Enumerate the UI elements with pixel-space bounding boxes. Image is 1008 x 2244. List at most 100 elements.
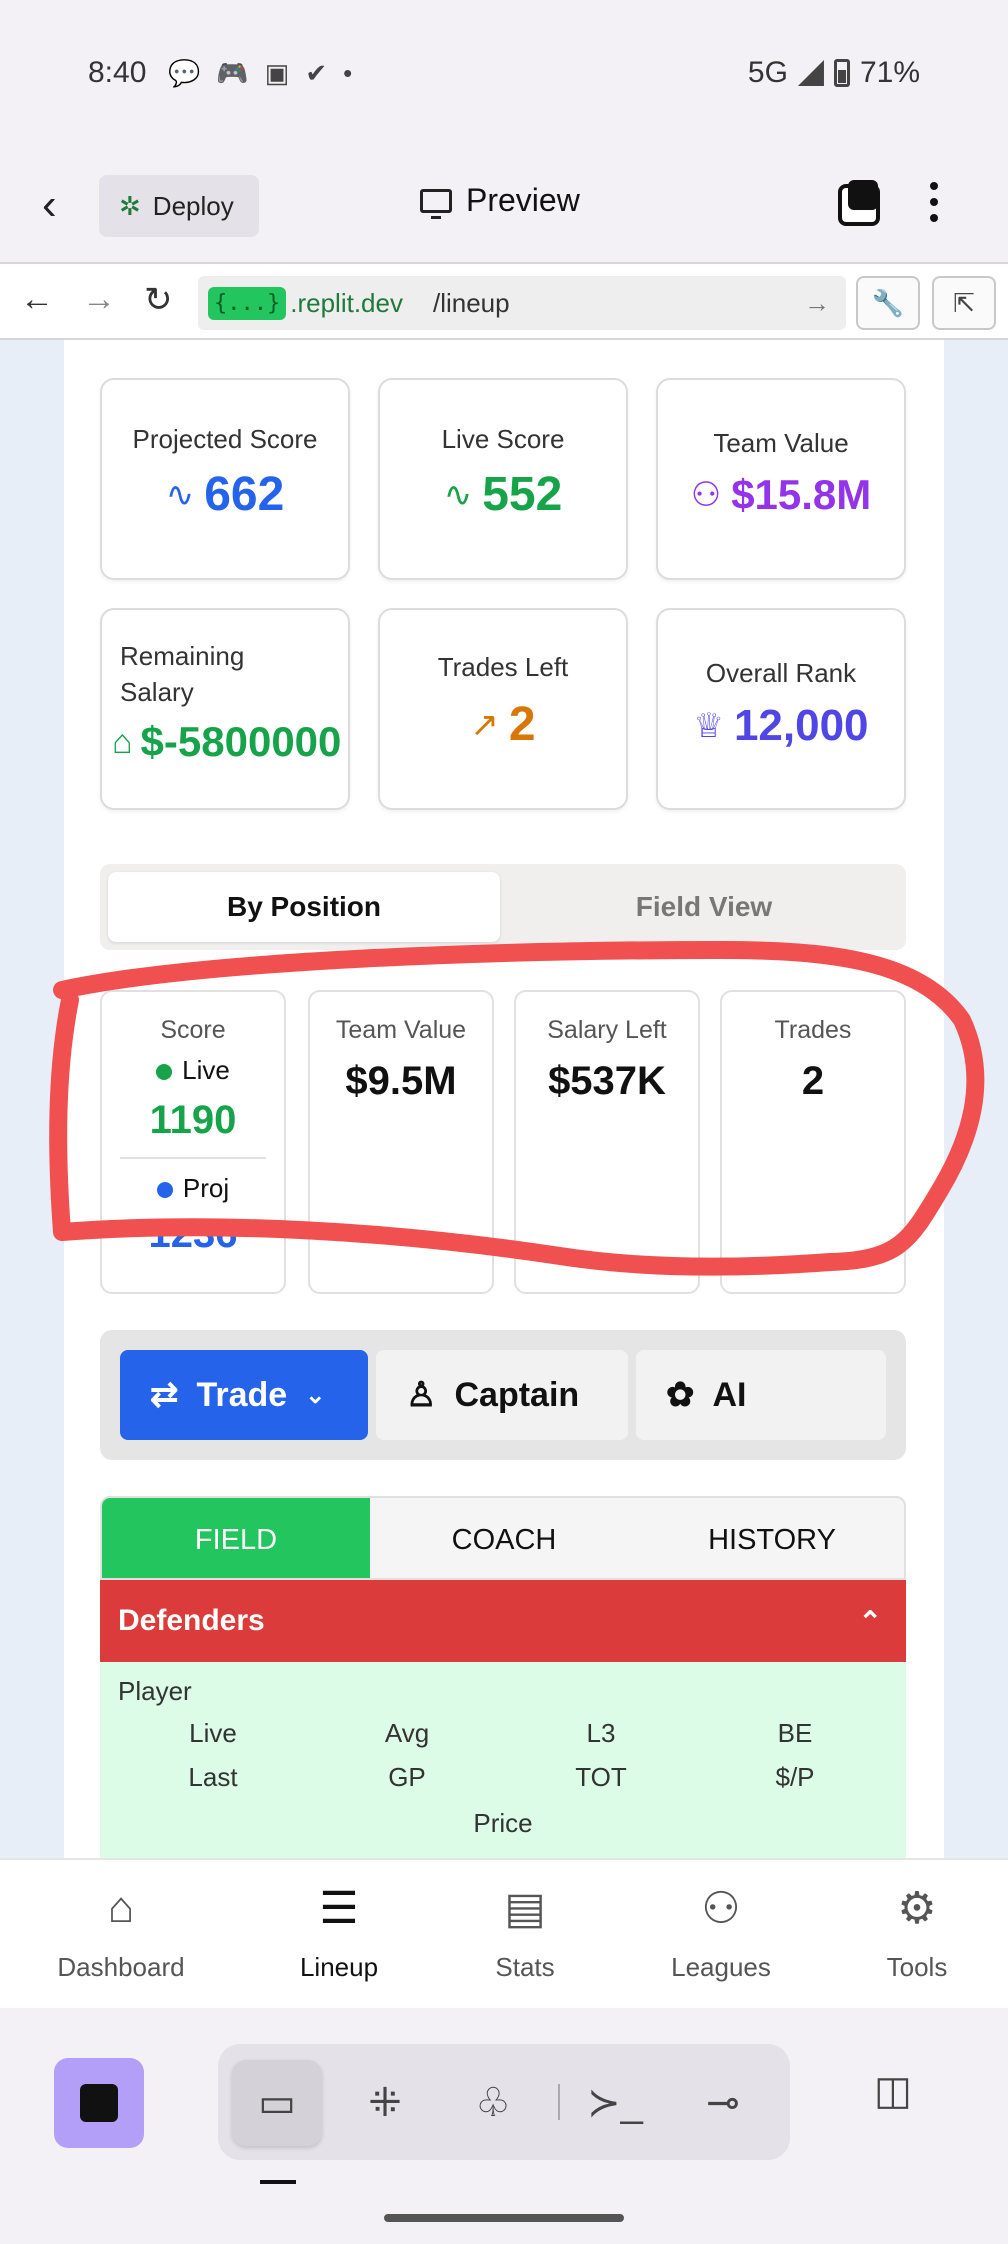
nav-lineup[interactable]: ☰ Lineup [244,1880,434,1983]
stat-label: Remaining Salary [120,641,245,707]
divider [120,1157,266,1159]
summary-trades-card: Trades 2 [720,990,906,1294]
chat-icon: 💬 [168,58,201,88]
col-price-per-point: $/P [775,1762,815,1792]
home-indicator[interactable] [384,2214,624,2222]
stat-value: ∿ 662 [165,468,285,521]
summary-salary-left-card: Salary Left $537K [514,990,700,1294]
back-icon[interactable]: ‹ [42,180,57,229]
chevron-up-icon[interactable]: ⌃ [858,1605,882,1637]
col-gp: GP [388,1762,426,1792]
stat-value: ⌂ $-5800000 [112,718,342,765]
deploy-icon: ✲ [119,190,141,221]
live-row: Live [102,1055,284,1086]
defenders-table-header: Player Live Avg L3 BE Last GP TOT $/P Pr… [100,1662,906,1858]
team-value: $9.5M [345,1059,457,1103]
users-icon: ⚇ [701,1883,741,1933]
col-player: Player [118,1676,192,1706]
preview-label: Preview [466,182,580,218]
col-l3: L3 [586,1718,616,1748]
chevron-down-icon: ⌄ [305,1381,326,1409]
status-time: 8:40 [88,56,147,89]
salary-left-label: Salary Left [547,1016,667,1044]
status-right: 5G 71% [748,56,920,90]
tabs-icon[interactable] [838,180,880,226]
summary-team-value-card: Team Value $9.5M [308,990,494,1294]
toggle-by-position[interactable]: By Position [108,872,500,942]
reload-icon[interactable]: ↻ [144,281,173,319]
more-menu-icon[interactable] [930,182,938,222]
url-chip: {...} [208,286,287,320]
stats-file-icon: ▤ [504,1883,546,1933]
action-bar: ⇄ Trade ⌄ ♙ Captain ✿ AI [100,1330,906,1460]
list-icon: ☰ [319,1883,359,1933]
apps-grid-icon[interactable]: ⁜ [368,2081,402,2125]
check-icon: ✔ [305,58,328,88]
trades-value: 2 [801,1059,825,1103]
pulse-icon: ∿ [165,475,195,514]
app-header: ‹ ✲ Deploy Preview [0,150,1008,262]
bottom-nav: ⌂ Dashboard ☰ Lineup ▤ Stats ⚇ Leagues ⚙… [0,1858,1008,2008]
live-value: 1190 [149,1098,237,1142]
col-be: BE [777,1718,813,1748]
tool-group: ▭ ⁜ ♧ ≻_ ⊸ [218,2044,790,2160]
terminal-icon[interactable]: ≻_ [587,2081,643,2125]
lineup-page: Projected Score ∿ 662 Live Score ∿ 552 T… [64,340,944,1858]
nav-stats[interactable]: ▤ Stats [430,1880,620,1983]
preview-monitor-icon[interactable]: ▭ [232,2060,322,2146]
signal-icon [797,60,824,86]
defenders-section-header[interactable]: Defenders ⌃ [100,1580,906,1662]
nav-tools[interactable]: ⚙ Tools [822,1880,1008,1983]
deploy-button[interactable]: ✲ Deploy [99,175,259,237]
split-view-icon[interactable]: ◫ [874,2069,912,2113]
toggle-field-view[interactable]: Field View [635,891,773,922]
stat-card-projected: Projected Score ∿ 662 [100,378,350,580]
stat-value: ⚇ $15.8M [690,471,872,518]
devtools-wrench-icon[interactable]: 🔧 [856,276,920,330]
status-bar: 8:40 💬 🎮 ▣ ✔ • 5G 71% [0,0,1008,150]
summary-score-card: Score Live 1190 Proj 1236 [100,990,286,1294]
stat-value: ∿ 552 [443,468,563,521]
url-path: /lineup [432,287,510,318]
preview-viewport: Projected Score ∿ 662 Live Score ∿ 552 T… [0,340,1008,1858]
nav-leagues[interactable]: ⚇ Leagues [626,1880,816,1983]
cast-icon: ▣ [264,58,290,88]
dot-icon: • [343,58,353,88]
tool-separator [558,2084,560,2120]
go-arrow-icon[interactable]: → [804,288,830,318]
game-icon: 🎮 [216,58,249,88]
stat-card-trades-left: Trades Left ↗ 2 [378,608,628,810]
status-notification-icons: 💬 🎮 ▣ ✔ • [168,58,352,89]
nav-forward-icon[interactable]: → [82,280,116,318]
nav-back-icon[interactable]: ← [20,280,54,318]
score-label: Score [160,1016,226,1044]
pulse-icon: ∿ [443,475,473,514]
col-last: Last [188,1762,238,1792]
salary-left: $537K [548,1059,666,1103]
open-external-icon[interactable]: ⇱ [932,276,996,330]
stop-icon [80,2084,118,2122]
url-bar: ← → ↻ {...} .replit.dev /lineup → 🔧 ⇱ [0,262,1008,340]
stop-button[interactable] [54,2058,144,2148]
git-branch-icon[interactable]: ⊸ [706,2081,740,2125]
nav-dashboard[interactable]: ⌂ Dashboard [26,1880,216,1983]
swap-icon: ⇄ [150,1376,179,1414]
captain-button[interactable]: ♙ Captain [376,1350,628,1440]
team-value-label: Team Value [335,1016,467,1044]
preview-title: Preview [420,182,580,219]
live-dot-icon [156,1064,173,1081]
coins-icon: ⚇ [690,476,722,514]
deploy-label: Deploy [152,190,234,221]
replit-toolbar: ▭ ⁜ ♧ ≻_ ⊸ ◫ [0,2008,1008,2244]
stat-label: Live Score [441,424,565,454]
tab-coach[interactable]: COACH [451,1523,557,1556]
tab-field[interactable]: FIELD [102,1498,370,1578]
tab-history[interactable]: HISTORY [708,1523,836,1556]
trade-button[interactable]: ⇄ Trade ⌄ [120,1350,368,1440]
ai-button[interactable]: ✿ AI [636,1350,886,1440]
active-indicator [260,2180,296,2184]
stat-card-remaining-salary: Remaining Salary ⌂ $-5800000 [100,608,350,810]
url-input[interactable]: {...} .replit.dev /lineup → [198,276,846,330]
stat-label: Projected Score [132,424,318,454]
deploy-tree-icon[interactable]: ♧ [475,2081,511,2125]
